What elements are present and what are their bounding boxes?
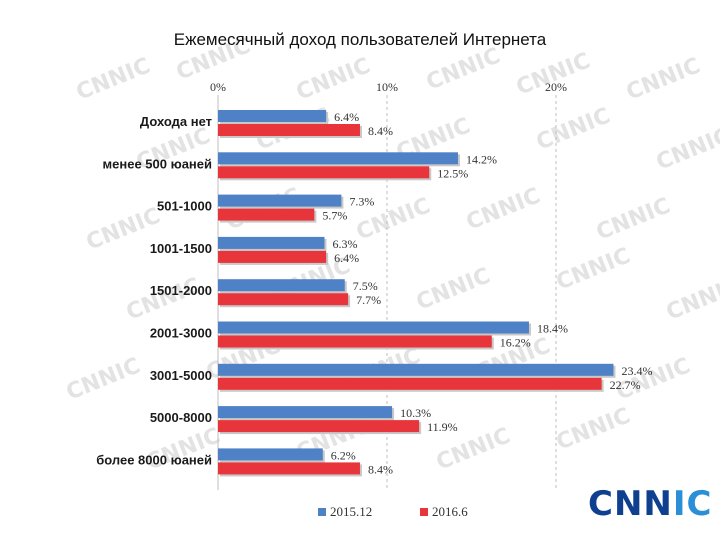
category-label: 501-1000 — [157, 199, 212, 214]
bars-layer — [218, 110, 616, 477]
data-label: 5.7% — [322, 209, 347, 223]
data-label: 8.4% — [368, 462, 393, 476]
data-label: 8.4% — [368, 124, 393, 138]
data-label: 14.2% — [466, 152, 497, 166]
bar-2015-12 — [218, 363, 614, 376]
watermark-text: CNNIC — [463, 183, 544, 235]
watermark-text: CNNIC — [423, 43, 504, 95]
x-tick-label: 10% — [376, 80, 398, 94]
bar-2015-12 — [218, 110, 327, 122]
category-label: 5000-8000 — [150, 410, 212, 425]
category-label: 2001-3000 — [150, 326, 212, 341]
watermark-text: CNNIC — [293, 53, 374, 105]
category-label: 3001-5000 — [150, 368, 212, 383]
data-label: 6.4% — [334, 251, 359, 265]
x-tick-label: 0% — [210, 80, 226, 94]
category-label: 1501-2000 — [150, 283, 212, 298]
category-label: Дохода нет — [140, 114, 212, 129]
watermark-text: CNNIC — [553, 403, 634, 455]
legend-swatch — [318, 508, 326, 516]
data-label: 6.3% — [332, 237, 357, 251]
bar-2016-6 — [218, 377, 602, 390]
legend-label: 2016.6 — [432, 504, 468, 519]
data-label: 7.7% — [356, 293, 381, 307]
data-label: 22.7% — [610, 378, 641, 392]
data-label: 6.4% — [334, 110, 359, 124]
category-label: 1001-1500 — [150, 241, 212, 256]
watermark-text: CNNIC — [553, 243, 634, 295]
legend-label: 2015.12 — [330, 504, 372, 519]
bar-2015-12 — [218, 194, 342, 207]
data-label: 23.4% — [621, 364, 652, 378]
bar-2015-12 — [218, 448, 323, 461]
category-label: менее 500 юаней — [103, 156, 212, 171]
data-label: 11.9% — [427, 420, 458, 434]
data-label: 10.3% — [400, 406, 431, 420]
watermark-text: CNNIC — [143, 423, 224, 475]
data-label: 7.5% — [353, 279, 378, 293]
watermark-text: CNNIC — [413, 263, 494, 315]
bar-2015-12 — [218, 406, 393, 419]
bar-2016-6 — [218, 124, 360, 136]
watermark-text: CNNIC — [593, 193, 674, 245]
bar-2016-6 — [218, 208, 315, 221]
watermark-text: CNNIC — [623, 53, 704, 105]
bar-2015-12 — [218, 236, 325, 249]
watermark-text: CNNIC — [63, 353, 144, 405]
data-label: 18.4% — [537, 322, 568, 336]
data-label: 16.2% — [500, 336, 531, 350]
watermark-text: CNNIC — [653, 123, 720, 175]
watermark-text: CNNIC — [123, 273, 204, 325]
x-tick-label: 20% — [545, 80, 567, 94]
chart-title: Ежемесячный доход пользователей Интернет… — [173, 30, 547, 49]
watermark-text: CNNIC — [73, 53, 154, 105]
data-label: 6.2% — [331, 448, 356, 462]
bar-2016-6 — [218, 166, 430, 179]
bar-2016-6 — [218, 250, 327, 263]
watermark-text: CNNIC — [663, 273, 720, 325]
bar-2015-12 — [218, 321, 529, 334]
watermark-text: CNNIC — [533, 103, 614, 155]
category-label: более 8000 юаней — [96, 452, 212, 467]
data-label: 7.3% — [349, 195, 374, 209]
legend-swatch — [420, 508, 428, 516]
bar-2015-12 — [218, 152, 458, 165]
cnnic-logo: CNNIC — [588, 484, 713, 524]
bar-2016-6 — [218, 462, 360, 475]
legend: 2015.12 2016.6 — [318, 504, 468, 519]
bar-2016-6 — [218, 420, 420, 433]
bar-2016-6 — [218, 335, 492, 348]
data-label: 12.5% — [437, 166, 468, 180]
bar-2016-6 — [218, 293, 349, 306]
labels-layer: Дохода нет 6.4% 8.4% менее 500 юаней 14.2%12… — [96, 110, 652, 476]
bar-2015-12 — [218, 279, 345, 292]
